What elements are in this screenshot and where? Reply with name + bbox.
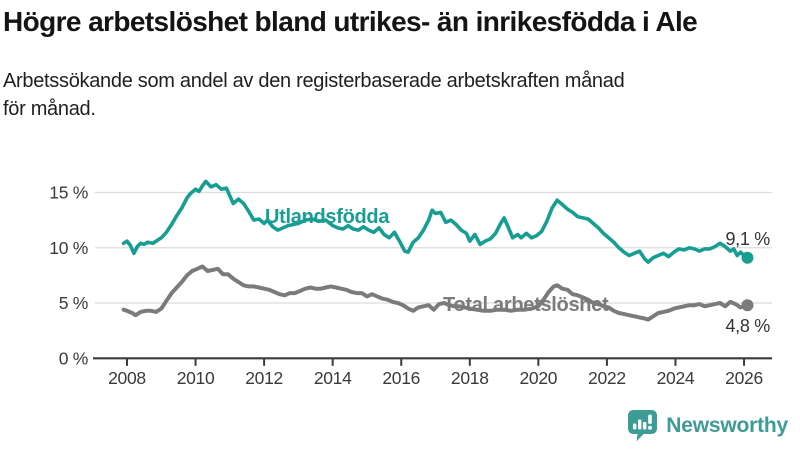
x-axis-tick-label: 2024 (657, 368, 695, 388)
x-axis-tick-label: 2020 (519, 368, 557, 388)
x-axis-tick-label: 2026 (725, 368, 763, 388)
utlandsfodda-end-dot (741, 251, 754, 264)
x-axis-tick-label: 2016 (382, 368, 420, 388)
x-axis-tick-label: 2010 (177, 368, 215, 388)
utlandsfodda-end-value: 9,1 % (725, 229, 770, 249)
x-axis-tick-label: 2022 (588, 368, 626, 388)
utlandsfodda-line (121, 179, 750, 264)
y-axis-tick-label: 5 % (59, 293, 88, 313)
chart-title: Högre arbetslöshet bland utrikes- än inr… (3, 6, 698, 37)
utlandsfodda-series-label: Utlandsfödda (265, 206, 390, 228)
total-series-label: Total arbetslöshet (443, 294, 609, 316)
chart-subtitle: Arbetssökande som andel av den registerb… (3, 70, 625, 120)
y-axis-tick-label: 0 % (59, 348, 88, 368)
x-axis-tick-label: 2012 (245, 368, 283, 388)
total-end-dot (741, 299, 754, 312)
total-end-value: 4,8 % (725, 316, 770, 336)
y-axis-tick-label: 15 % (49, 182, 88, 202)
newsworthy-logo: Newsworthy (627, 409, 788, 442)
x-axis-tick-label: 2018 (451, 368, 489, 388)
x-axis-tick-label: 2014 (314, 368, 352, 388)
x-axis-tick-label: 2008 (108, 368, 146, 388)
total-arbetsloshet-line (121, 264, 750, 322)
newsworthy-wordmark: Newsworthy (666, 413, 788, 437)
newsworthy-bar-chart-bubble-icon (628, 410, 658, 442)
y-axis-tick-label: 10 % (49, 238, 88, 258)
